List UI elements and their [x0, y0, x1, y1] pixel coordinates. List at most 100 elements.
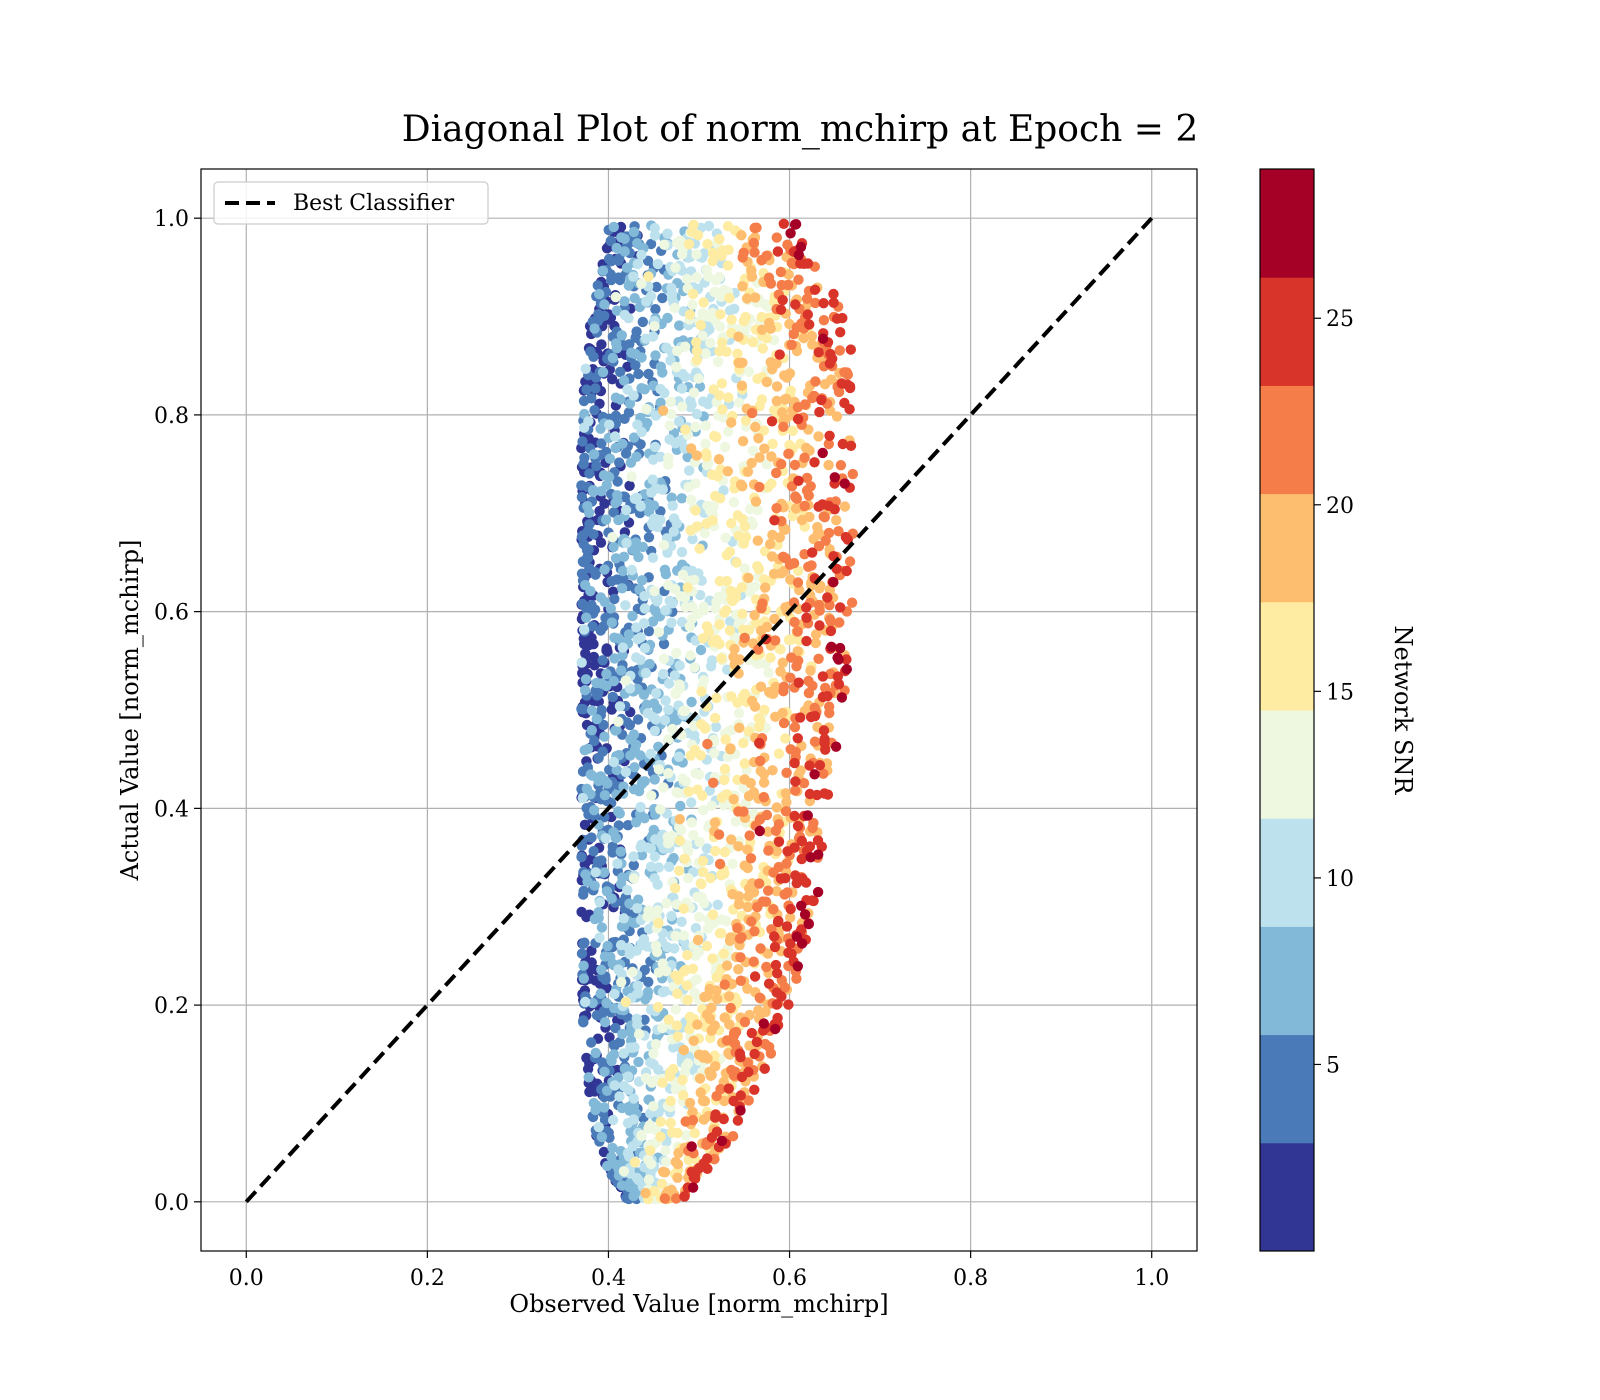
- scatter-point: [742, 862, 753, 874]
- scatter-point: [825, 625, 837, 637]
- scatter-point: [599, 564, 610, 575]
- scatter-point: [703, 271, 714, 282]
- scatter-point: [770, 959, 782, 971]
- scatter-point: [792, 961, 803, 972]
- scatter-point: [586, 957, 597, 968]
- scatter-point: [608, 676, 619, 687]
- scatter-point: [783, 448, 794, 459]
- scatter-point: [609, 988, 620, 1000]
- scatter-point: [668, 526, 679, 537]
- scatter-point: [662, 228, 673, 239]
- scatter-point: [630, 332, 641, 343]
- scatter-point: [766, 478, 777, 489]
- scatter-point: [581, 612, 592, 623]
- scatter-point: [688, 387, 700, 398]
- colorbar-band: [1260, 601, 1314, 711]
- scatter-point: [672, 345, 683, 357]
- scatter-point: [783, 634, 795, 646]
- scatter-point: [628, 271, 639, 282]
- scatter-point: [835, 327, 846, 338]
- scatter-point: [732, 1115, 744, 1126]
- scatter-point: [613, 514, 624, 526]
- scatter-point: [672, 1127, 683, 1139]
- scatter-point: [714, 271, 725, 283]
- scatter-point: [620, 675, 631, 686]
- scatter-point: [636, 575, 648, 586]
- scatter-point: [749, 971, 761, 982]
- scatter-point: [792, 646, 803, 657]
- scatter-point: [707, 515, 718, 526]
- scatter-point: [676, 916, 687, 927]
- scatter-point: [649, 321, 660, 332]
- scatter-point: [677, 569, 689, 580]
- scatter-point: [616, 330, 627, 341]
- scatter-point: [713, 829, 725, 840]
- scatter-point: [690, 505, 701, 516]
- scatter-point: [581, 783, 592, 794]
- scatter-point: [651, 281, 662, 293]
- scatter-point: [749, 926, 760, 937]
- scatter-point: [591, 713, 602, 725]
- scatter-point: [674, 865, 685, 876]
- scatter-point: [819, 788, 830, 799]
- scatter-point: [714, 576, 726, 587]
- scatter-point: [739, 758, 750, 769]
- scatter-point: [791, 493, 803, 504]
- scatter-point: [785, 744, 796, 755]
- scatter-point: [576, 657, 587, 668]
- colorbar-border: [1259, 168, 1315, 1252]
- scatter-point: [791, 322, 803, 333]
- scatter-point: [623, 313, 634, 324]
- scatter-point: [578, 638, 590, 650]
- scatter-point: [796, 853, 807, 865]
- scatter-point: [632, 980, 643, 991]
- scatter-point: [641, 403, 652, 415]
- scatter-point: [648, 1101, 659, 1112]
- scatter-point: [697, 866, 709, 878]
- scatter-point: [619, 491, 631, 503]
- scatter-point: [670, 687, 682, 698]
- scatter-point: [736, 230, 747, 241]
- scatter-point: [659, 1193, 670, 1204]
- scatter-point: [737, 513, 748, 525]
- x-tick-label: 0.6: [772, 1266, 807, 1291]
- scatter-point: [840, 531, 852, 543]
- scatter-point: [724, 292, 735, 304]
- scatter-point: [683, 239, 695, 250]
- scatter-point: [609, 1080, 620, 1091]
- scatter-point: [649, 441, 661, 453]
- scatter-point: [706, 800, 717, 811]
- colorbar-bands: [1260, 169, 1314, 1252]
- scatter-point: [685, 750, 696, 761]
- y-tick-label: 0.2: [154, 994, 189, 1019]
- scatter-point: [760, 1038, 771, 1050]
- scatter-point: [632, 903, 643, 914]
- scatter-point: [801, 612, 812, 623]
- scatter-point: [726, 593, 737, 604]
- scatter-point: [807, 680, 818, 691]
- scatter-point: [739, 563, 750, 574]
- scatter-point: [611, 764, 622, 776]
- scatter-point: [730, 816, 741, 827]
- scatter-point: [675, 235, 686, 246]
- scatter-point: [612, 476, 623, 487]
- scatter-point: [818, 298, 829, 309]
- scatter-point: [743, 366, 755, 377]
- scatter-point: [733, 357, 744, 369]
- plot-area: [200, 168, 1198, 1252]
- scatter-point: [663, 734, 674, 745]
- scatter-point: [670, 262, 681, 273]
- scatter-point: [790, 219, 802, 230]
- scatter-point: [775, 666, 786, 677]
- scatter-point: [761, 250, 772, 261]
- scatter-point: [737, 608, 748, 619]
- scatter-point: [805, 852, 816, 863]
- scatter-point: [741, 293, 753, 304]
- scatter-point: [606, 256, 617, 267]
- scatter-point: [667, 723, 678, 735]
- scatter-point: [639, 603, 651, 614]
- scatter-point: [833, 654, 844, 665]
- scatter-point: [672, 1159, 684, 1170]
- scatter-point: [594, 505, 605, 517]
- scatter-point: [609, 431, 621, 442]
